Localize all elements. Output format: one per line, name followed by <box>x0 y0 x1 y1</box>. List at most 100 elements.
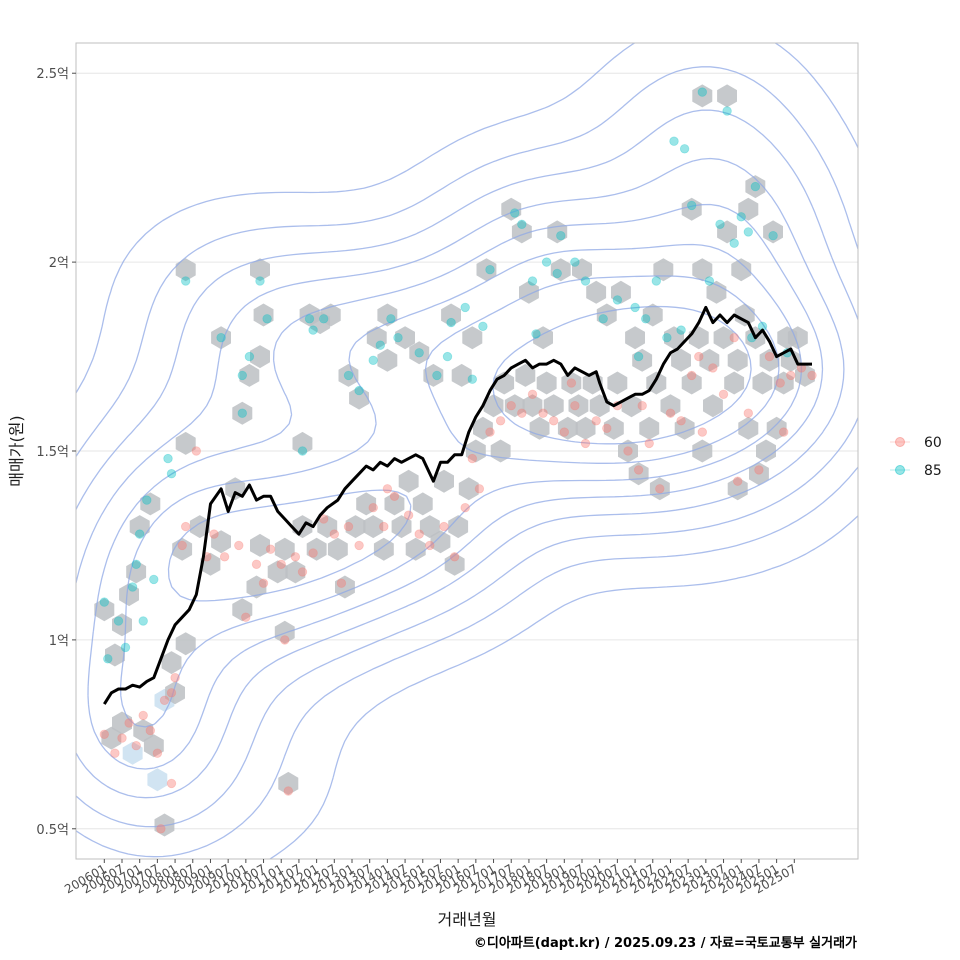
scatter-point-85 <box>722 106 732 116</box>
scatter-point-85 <box>750 181 761 192</box>
density-contour <box>76 109 858 828</box>
scatter-point-60 <box>786 370 796 381</box>
hexbin <box>476 258 497 282</box>
hexbin <box>366 326 387 350</box>
scatter-point-85 <box>729 238 739 248</box>
density-contour <box>492 305 752 445</box>
scatter-point-60 <box>538 408 548 418</box>
hexbin <box>200 552 221 576</box>
scatter-point-85 <box>697 87 708 97</box>
scatter-point-85 <box>375 340 386 350</box>
scatter-point-60 <box>138 710 148 721</box>
scatter-point-60 <box>623 446 633 456</box>
scatter-point-85 <box>319 314 329 324</box>
scatter-point-85 <box>556 230 566 241</box>
scatter-point-60 <box>308 548 318 558</box>
scatter-point-60 <box>382 484 393 494</box>
scatter-point-85 <box>237 408 248 418</box>
scatter-point-60 <box>694 351 704 362</box>
scatter-point-85 <box>308 325 318 335</box>
hexbin <box>780 348 801 372</box>
hexbin <box>483 394 504 418</box>
scatter-point-85 <box>149 574 159 585</box>
hexbin <box>660 394 681 418</box>
scatter-point-85 <box>120 642 131 653</box>
hexbin <box>727 477 748 501</box>
hexbin <box>377 303 398 327</box>
scatter-point-60 <box>209 529 219 539</box>
scatter-point-60 <box>718 389 729 400</box>
hexbin <box>306 537 327 561</box>
scatter-point-85 <box>297 446 308 456</box>
scatter-point-85 <box>163 453 173 464</box>
scatter-point-60 <box>566 378 577 388</box>
scatter-point-85 <box>679 144 690 154</box>
scatter-point-85 <box>343 370 354 381</box>
hexbin <box>731 258 752 282</box>
hexbin <box>738 197 759 221</box>
hexbin <box>724 371 745 395</box>
y-tick-label: 2.5억 <box>36 67 69 82</box>
hexbin <box>335 575 355 599</box>
scatter-point-60 <box>166 778 177 789</box>
scatter-point-85 <box>531 329 541 339</box>
scatter-point-85 <box>237 370 248 381</box>
hexbin <box>681 371 702 395</box>
scatter-point-85 <box>386 314 396 324</box>
scatter-point-60 <box>665 408 676 418</box>
hexbin <box>267 560 288 584</box>
scatter-point-60 <box>124 718 134 728</box>
scatter-point-85 <box>446 317 456 328</box>
hexbin <box>717 220 737 244</box>
scatter-point-60 <box>775 378 785 388</box>
scatter-point-85 <box>467 374 478 384</box>
hexbin <box>434 469 454 493</box>
hexbin <box>738 416 759 440</box>
scatter-point-60 <box>152 748 163 758</box>
scatter-point-60 <box>265 544 276 554</box>
scatter-point-60 <box>99 729 110 740</box>
hexbin <box>278 771 299 795</box>
scatter-point-60 <box>145 725 156 736</box>
scatter-point-85 <box>99 597 110 607</box>
scatter-point-85 <box>368 355 378 366</box>
hexbin <box>561 371 582 395</box>
scatter-point-60 <box>754 465 764 475</box>
hexbin <box>703 394 723 418</box>
scatter-point-60 <box>241 612 251 622</box>
hexbin <box>317 515 338 539</box>
scatter-point-85 <box>633 351 644 362</box>
scatter-point-60 <box>297 567 308 577</box>
hexbin <box>575 416 596 440</box>
scatter-point-60 <box>743 408 754 418</box>
scatter-point-60 <box>807 370 817 381</box>
hexbin <box>395 326 415 350</box>
hexbin <box>763 220 783 244</box>
hexbin <box>232 598 253 622</box>
density-contour <box>87 203 824 770</box>
scatter-point-85 <box>485 265 495 275</box>
hexbin <box>320 303 341 327</box>
scatter-point-85 <box>138 616 148 626</box>
scatter-point-60 <box>460 503 470 513</box>
scatter-point-60 <box>570 401 580 411</box>
hexbin <box>504 394 525 418</box>
scatter-point-60 <box>156 824 166 834</box>
hexbin <box>536 371 557 395</box>
scatter-point-60 <box>368 503 378 513</box>
hexbin <box>632 348 653 372</box>
source-caption: ©디아파트(dapt.kr) / 2025.09.23 / 자료=국토교통부 실… <box>474 935 857 951</box>
trend-line-layer <box>103 305 812 705</box>
scatter-point-60 <box>549 416 559 426</box>
scatter-point-60 <box>131 741 141 751</box>
scatter-point-85 <box>354 385 364 396</box>
scatter-point-60 <box>343 521 354 532</box>
hexbin <box>448 515 469 539</box>
hexbin <box>398 469 419 493</box>
trend-line <box>103 305 812 705</box>
hexbin <box>745 175 766 199</box>
scatter-point-85 <box>134 529 145 539</box>
y-tick-label: 1.5억 <box>36 445 69 460</box>
